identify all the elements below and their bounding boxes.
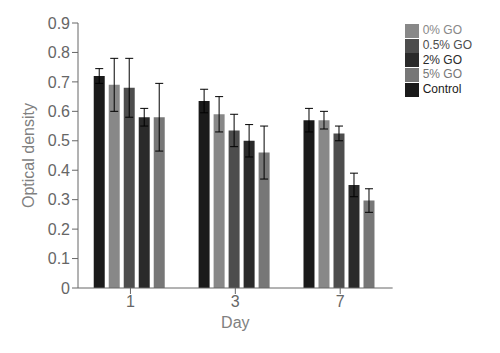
svg-text:0: 0 bbox=[61, 280, 70, 297]
svg-text:0.1: 0.1 bbox=[48, 250, 70, 267]
svg-text:Optical density: Optical density bbox=[20, 103, 37, 208]
svg-text:1: 1 bbox=[126, 293, 135, 310]
svg-text:Day: Day bbox=[221, 314, 249, 331]
svg-text:3: 3 bbox=[231, 293, 240, 310]
svg-text:0.7: 0.7 bbox=[48, 74, 70, 91]
svg-text:0.5: 0.5 bbox=[48, 132, 70, 149]
svg-text:0.8: 0.8 bbox=[48, 44, 70, 61]
svg-text:7: 7 bbox=[336, 293, 345, 310]
svg-text:0.2: 0.2 bbox=[48, 221, 70, 238]
html-text:Control: Control bbox=[422, 82, 462, 97]
svg-text:0.6: 0.6 bbox=[48, 103, 70, 120]
svg-text:0.3: 0.3 bbox=[48, 191, 70, 208]
html-text:5% GO: 5% GO bbox=[422, 67, 462, 82]
svg-text:0.9: 0.9 bbox=[48, 15, 70, 32]
svg-text:0.4: 0.4 bbox=[48, 162, 70, 179]
html-text:0.5% GO: 0.5% GO bbox=[422, 37, 472, 52]
html-text:0% GO: 0% GO bbox=[422, 23, 462, 37]
html-text:2% GO: 2% GO bbox=[422, 52, 462, 67]
